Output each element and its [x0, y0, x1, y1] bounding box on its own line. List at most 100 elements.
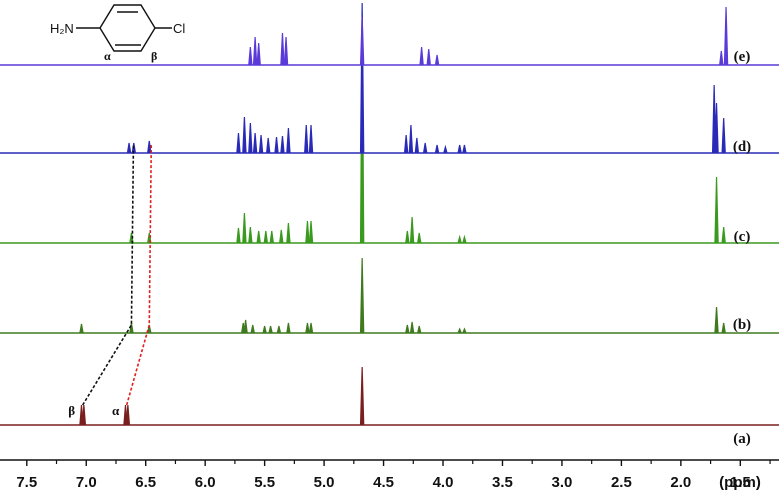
- x-tick-label: 5.0: [314, 474, 335, 491]
- spectrum-peak: [81, 404, 87, 426]
- correlation-line: [125, 144, 153, 406]
- x-tick-label: 3.0: [552, 474, 573, 491]
- correlation-lines: [81, 144, 153, 406]
- spectrum-peak: [248, 46, 253, 66]
- spectrum-peak: [721, 226, 726, 244]
- x-tick-label: 2.0: [670, 474, 691, 491]
- spectrum-peak: [236, 132, 241, 154]
- spectrum-d: [0, 2, 779, 154]
- x-tick-label: 6.5: [135, 474, 156, 491]
- spectrum-peak: [714, 176, 719, 244]
- x-tick-label: 6.0: [195, 474, 216, 491]
- spectrum-peak: [426, 48, 431, 66]
- spectrum-peak: [252, 36, 258, 66]
- spectrum-peak: [721, 117, 726, 154]
- spectrum-c: [0, 12, 779, 244]
- amine-group-label: H₂N: [50, 21, 74, 36]
- spectrum-traces: [0, 2, 779, 426]
- spectrum-peak: [286, 322, 291, 334]
- spectrum-peak: [457, 327, 462, 334]
- spectrum-peak: [462, 327, 467, 334]
- spectrum-peak: [409, 321, 415, 334]
- spectrum-peak: [417, 325, 422, 334]
- spectrum-peak: [286, 127, 291, 154]
- spectrum-peak: [308, 322, 314, 334]
- x-tick-label: 2.5: [611, 474, 632, 491]
- trace-label-e: (e): [734, 49, 751, 65]
- spectrum-peak: [462, 144, 467, 154]
- spectrum-peak: [304, 124, 309, 154]
- spectrum-peak: [269, 230, 274, 244]
- spectrum-peak: [443, 144, 448, 154]
- alpha-position-label: α: [104, 49, 111, 63]
- spectrum-b: [0, 257, 779, 334]
- trace-label-d: (d): [733, 139, 751, 155]
- spectrum-peak: [242, 212, 247, 244]
- correlation-line: [81, 144, 135, 406]
- x-tick-label: 3.5: [492, 474, 513, 491]
- spectrum-peak: [256, 230, 261, 244]
- structure-4-chloroaniline: H₂N Cl α β: [50, 4, 185, 63]
- x-axis-label: (ppm): [719, 474, 761, 491]
- spectrum-peak: [286, 222, 291, 244]
- x-tick-label: 5.5: [254, 474, 275, 491]
- spectrum-peak: [283, 36, 289, 66]
- spectrum-peak: [79, 323, 84, 334]
- x-tick-label: 4.0: [433, 474, 454, 491]
- spectrum-peak: [126, 142, 132, 154]
- spectrum-peak: [457, 144, 462, 154]
- spectrum-peak: [280, 32, 285, 66]
- peak-label: α: [112, 403, 120, 418]
- spectrum-peak: [258, 134, 264, 154]
- spectrum-peak: [279, 229, 284, 244]
- spectrum-peak: [263, 230, 269, 244]
- spectrum-peak: [419, 46, 424, 66]
- x-tick-label: 7.0: [76, 474, 97, 491]
- trace-label-a: (a): [733, 431, 751, 447]
- spectrum-peak: [405, 324, 410, 334]
- spectrum-peak: [462, 234, 467, 244]
- spectrum-peak: [242, 116, 247, 154]
- spectrum-e: [0, 6, 779, 66]
- spectrum-peak: [248, 226, 253, 244]
- spectrum-peak: [434, 144, 440, 154]
- spectrum-peak: [714, 306, 719, 334]
- x-axis: 7.5 7.0 6.5 6.0 5.5 5.0 4.5 4.0 3.5 3.0 2.5 2.0 1.5(…: [0, 459, 779, 491]
- spectrum-peak: [256, 42, 261, 66]
- spectrum-peak: [250, 324, 255, 334]
- chloro-group-label: Cl: [173, 21, 185, 36]
- trace-label-c: (c): [734, 229, 751, 245]
- spectrum-peak: [125, 404, 131, 426]
- spectrum-peak: [417, 232, 422, 244]
- x-tick-label: 1.5: [730, 474, 751, 491]
- spectrum-peak: [403, 134, 409, 154]
- peak-label: β: [68, 403, 75, 418]
- spectrum-peak: [405, 230, 410, 244]
- spectrum-peak: [248, 122, 253, 154]
- spectrum-peak: [129, 232, 134, 244]
- spectrum-peak: [414, 137, 420, 154]
- spectrum-peak: [359, 2, 365, 154]
- spectrum-peak: [147, 140, 152, 154]
- spectrum-peak: [714, 102, 719, 154]
- spectrum-peak: [280, 135, 285, 154]
- spectrum-peak: [274, 136, 279, 154]
- spectrum-peak: [422, 142, 428, 154]
- spectrum-peak: [723, 6, 729, 66]
- beta-position-label: β: [151, 49, 157, 63]
- spectrum-peak: [236, 227, 241, 244]
- spectrum-peak: [266, 137, 271, 154]
- spectrum-peak: [359, 16, 365, 66]
- spectrum-peak: [308, 124, 314, 154]
- spectrum-peak: [434, 54, 440, 66]
- spectrum-peak: [409, 216, 415, 244]
- spectrum-a: [0, 366, 779, 426]
- trace-label-b: (b): [733, 317, 751, 333]
- x-tick-label: 7.5: [16, 474, 37, 491]
- spectrum-peak: [359, 366, 365, 426]
- spectrum-peak: [252, 132, 258, 154]
- spectrum-peak: [457, 234, 462, 244]
- spectrum-peak: [305, 322, 310, 334]
- x-tick-label: 4.5: [373, 474, 394, 491]
